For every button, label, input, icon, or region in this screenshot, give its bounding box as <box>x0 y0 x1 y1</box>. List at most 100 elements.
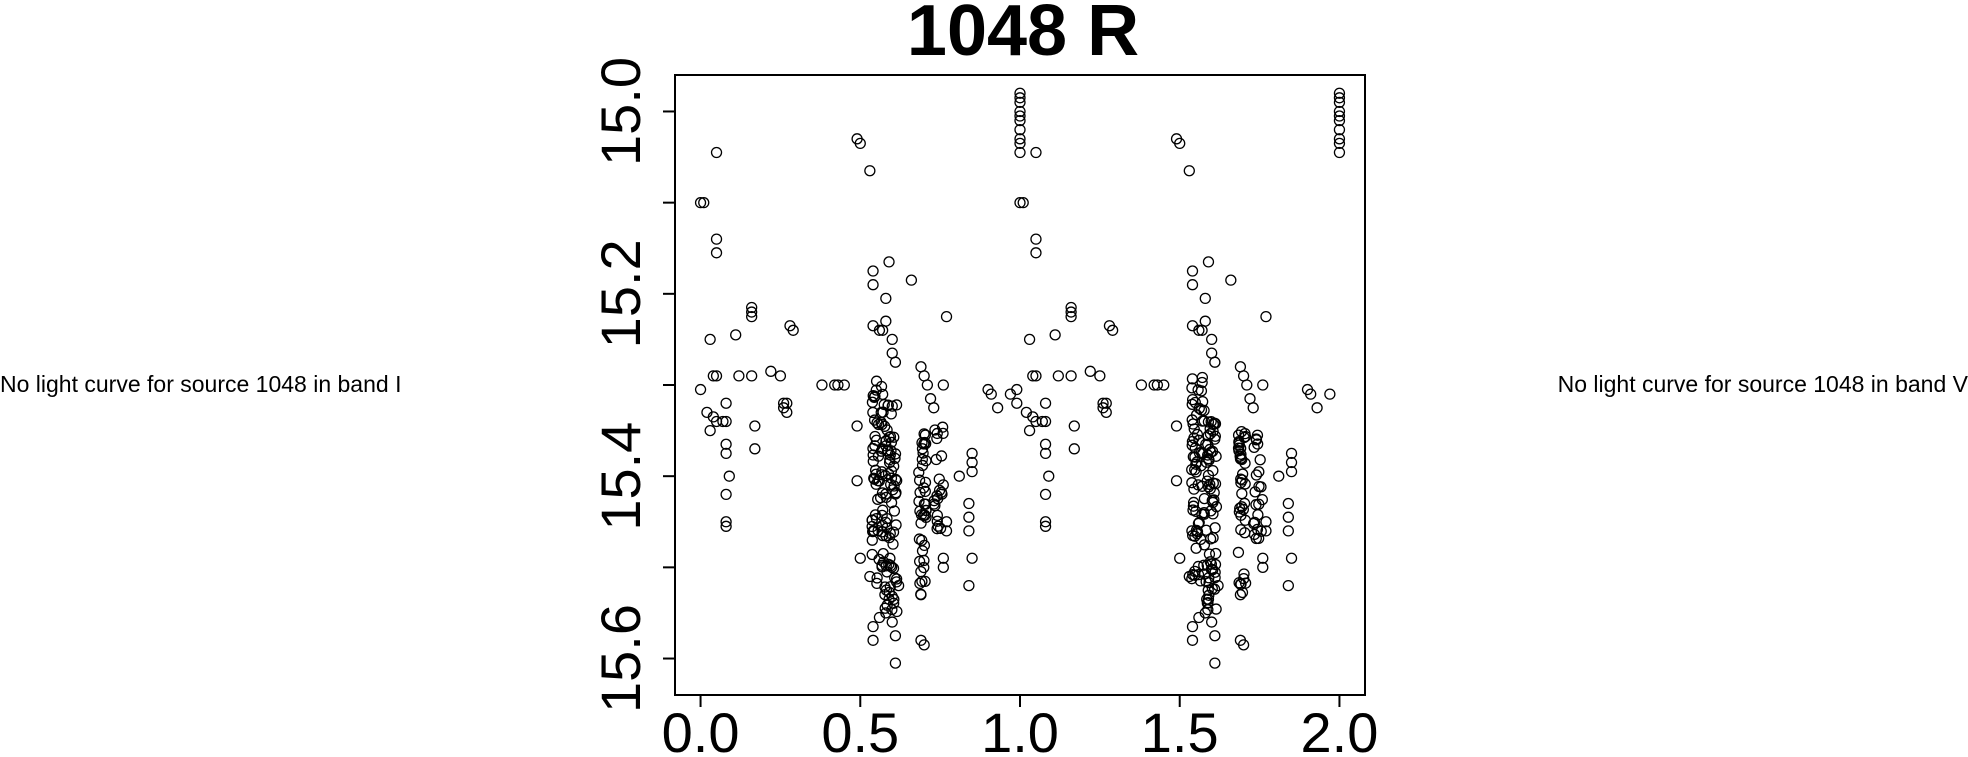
data-point <box>1030 247 1042 259</box>
data-point <box>917 509 930 522</box>
data-point <box>723 470 735 482</box>
data-point <box>1233 577 1245 589</box>
data-point <box>1232 546 1245 559</box>
data-point <box>1014 196 1026 209</box>
data-point <box>1174 552 1186 564</box>
data-point <box>1187 500 1200 512</box>
data-point <box>1205 416 1217 428</box>
data-point <box>991 402 1004 414</box>
data-point <box>966 552 978 564</box>
data-point <box>851 420 863 432</box>
data-point <box>1014 133 1026 145</box>
data-point <box>694 383 707 396</box>
data-point <box>918 561 930 574</box>
data-point <box>864 165 876 177</box>
data-point <box>1014 114 1026 127</box>
data-point <box>1238 497 1251 510</box>
data-point <box>1014 105 1026 118</box>
data-point <box>1186 265 1199 277</box>
data-point <box>1196 376 1208 389</box>
data-point <box>1205 563 1218 576</box>
data-point <box>867 406 879 419</box>
data-point <box>1135 379 1148 391</box>
x-tick-label: 0.5 <box>821 701 899 757</box>
data-point <box>916 453 928 466</box>
x-tick-label: 0.0 <box>662 701 740 757</box>
data-point <box>832 379 844 391</box>
data-point <box>1248 441 1260 453</box>
data-point <box>1011 383 1023 396</box>
data-point <box>1250 469 1263 481</box>
data-point <box>886 333 898 346</box>
data-point <box>1203 548 1216 560</box>
data-point <box>866 514 878 526</box>
data-point <box>1206 333 1218 346</box>
no-light-curve-message-band-i: No light curve for source 1048 in band I <box>0 371 402 397</box>
data-point <box>720 520 732 532</box>
data-point <box>1234 589 1247 601</box>
data-point <box>1189 396 1201 409</box>
data-point <box>889 473 902 486</box>
data-point <box>963 579 975 592</box>
data-point <box>1251 429 1264 441</box>
data-point <box>886 616 898 628</box>
data-point <box>918 539 931 552</box>
y-tick-label: 15.6 <box>589 604 652 713</box>
data-point <box>1199 315 1211 327</box>
data-point <box>889 572 901 584</box>
data-point <box>930 453 942 466</box>
data-point <box>867 442 879 455</box>
data-point <box>883 456 896 469</box>
data-point <box>1014 146 1026 159</box>
data-point <box>1282 511 1294 523</box>
data-point <box>1285 447 1298 460</box>
data-point <box>920 511 932 523</box>
data-point <box>890 519 902 531</box>
data-point <box>1260 516 1272 528</box>
data-point <box>1187 451 1199 463</box>
data-point <box>1014 92 1026 104</box>
data-point <box>698 196 710 209</box>
data-point <box>1011 397 1023 409</box>
data-point <box>916 443 929 455</box>
data-point <box>913 495 925 507</box>
data-point <box>869 430 881 443</box>
data-point <box>935 486 948 498</box>
data-point <box>1311 402 1323 414</box>
data-point <box>872 493 884 505</box>
data-point <box>1206 616 1218 628</box>
data-point <box>889 657 902 669</box>
data-point <box>1014 124 1026 136</box>
data-point <box>1198 492 1211 505</box>
data-point <box>1260 525 1272 537</box>
data-point <box>1151 379 1164 391</box>
data-point <box>883 256 895 268</box>
data-point <box>1192 568 1205 581</box>
data-point <box>1186 373 1199 385</box>
data-point <box>1039 488 1052 501</box>
data-point <box>1202 604 1214 616</box>
data-point <box>867 455 879 467</box>
data-point <box>1187 496 1200 509</box>
data-point <box>746 301 758 314</box>
data-point <box>710 233 723 245</box>
data-point <box>1158 379 1170 391</box>
x-tick-label: 2.0 <box>1301 701 1379 757</box>
data-point <box>1333 146 1346 159</box>
data-point <box>1186 393 1199 406</box>
data-point <box>936 421 949 433</box>
data-point <box>854 137 866 150</box>
data-point <box>966 447 978 460</box>
data-point <box>881 445 894 457</box>
data-point <box>867 265 879 277</box>
data-point <box>1225 274 1237 286</box>
data-point <box>1333 124 1346 136</box>
data-point <box>1333 114 1346 127</box>
data-point <box>816 379 828 391</box>
data-point <box>710 146 723 159</box>
data-point <box>953 470 965 482</box>
data-point <box>890 573 903 585</box>
data-point <box>1039 438 1052 450</box>
data-point <box>1233 506 1246 518</box>
no-light-curve-message-band-v: No light curve for source 1048 in band V <box>1557 371 1968 397</box>
